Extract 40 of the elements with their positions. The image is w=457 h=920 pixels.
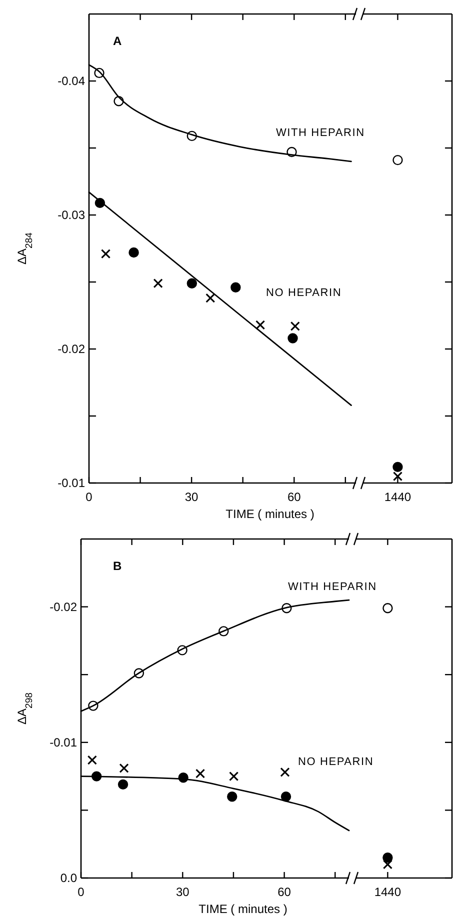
point [118, 779, 128, 790]
point [229, 772, 239, 782]
point [87, 755, 97, 765]
point [119, 763, 129, 773]
point [227, 792, 238, 802]
point [206, 293, 216, 303]
y-tick-label: -0.02 [58, 342, 86, 356]
y-tick-label: -0.04 [58, 74, 86, 88]
annotation: WITH HEPARIN [276, 127, 365, 139]
text: A [113, 34, 122, 48]
x-tick-label: 60 [278, 885, 292, 899]
y-tick-label: -0.01 [50, 735, 78, 750]
point [290, 321, 300, 332]
point [280, 767, 290, 778]
y-tick-label: -0.02 [50, 600, 78, 614]
x-axis-title: TIME ( minutes ) [226, 507, 314, 521]
x-tick-label: 60 [287, 490, 302, 504]
point [195, 768, 206, 778]
x-tick-label: 0 [78, 885, 85, 899]
y-tick-label: 0.0 [60, 871, 78, 885]
point [288, 333, 298, 344]
x-tick-label: 30 [184, 490, 199, 504]
point [280, 792, 292, 802]
annotation: NO HEPARIN [266, 287, 342, 299]
x-tick-label: 1440 [374, 885, 402, 899]
point [100, 249, 111, 259]
point [230, 282, 241, 292]
point [186, 278, 198, 288]
y-tick-label: -0.01 [58, 476, 86, 490]
text: B [113, 559, 122, 573]
annotation: WITH HEPARIN [288, 581, 377, 593]
point [128, 247, 139, 258]
annotation: NO HEPARIN [298, 756, 374, 768]
x-axis-title: TIME ( minutes ) [198, 902, 288, 916]
x-tick-label: 30 [176, 885, 190, 899]
x-tick-label: 0 [86, 490, 93, 504]
point [255, 320, 266, 330]
x-tick-label: 1440 [384, 490, 412, 504]
y-tick-label: -0.03 [58, 208, 86, 222]
point [153, 278, 163, 288]
